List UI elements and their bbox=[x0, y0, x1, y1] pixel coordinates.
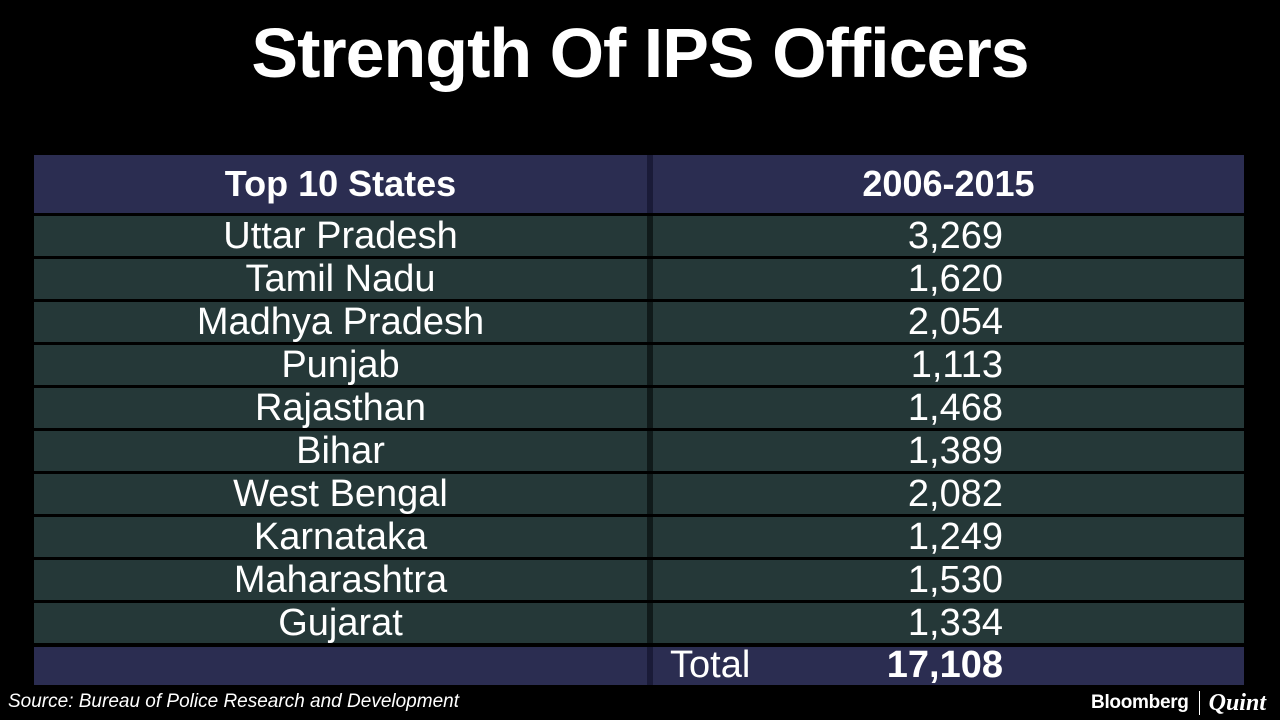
row-divider bbox=[647, 560, 653, 600]
row-divider bbox=[647, 474, 653, 514]
column-header-states: Top 10 States bbox=[34, 155, 647, 213]
state-name-cell: Madhya Pradesh bbox=[34, 302, 647, 342]
officer-count-cell: 1,530 bbox=[653, 560, 1244, 600]
total-row: Total 17,108 bbox=[34, 644, 1244, 686]
state-name-cell: Gujarat bbox=[34, 603, 647, 643]
row-divider bbox=[647, 517, 653, 557]
officer-count-cell: 2,054 bbox=[653, 302, 1244, 342]
total-row-right-cell bbox=[653, 647, 1244, 685]
state-name-cell: Uttar Pradesh bbox=[34, 216, 647, 256]
officer-count-cell: 1,113 bbox=[653, 345, 1244, 385]
header-divider bbox=[647, 155, 653, 213]
total-label: Total bbox=[670, 644, 751, 686]
table-row: Karnataka 1,249 bbox=[34, 517, 1244, 557]
row-divider bbox=[647, 345, 653, 385]
table-row: West Bengal 2,082 bbox=[34, 474, 1244, 514]
state-name-cell: Tamil Nadu bbox=[34, 259, 647, 299]
state-name-cell: Karnataka bbox=[34, 517, 647, 557]
page-title: Strength Of IPS Officers bbox=[251, 14, 1029, 92]
state-name-cell: West Bengal bbox=[34, 474, 647, 514]
officer-count-cell: 1,389 bbox=[653, 431, 1244, 471]
table-body: Uttar Pradesh 3,269 Tamil Nadu 1,620 Madhya … bbox=[34, 216, 1244, 646]
officer-count-cell: 1,249 bbox=[653, 517, 1244, 557]
row-divider bbox=[647, 603, 653, 643]
state-name-cell: Maharashtra bbox=[34, 560, 647, 600]
officer-count-cell: 1,334 bbox=[653, 603, 1244, 643]
total-row-left-cell bbox=[34, 647, 647, 685]
state-name-cell: Rajasthan bbox=[34, 388, 647, 428]
brand-divider bbox=[1198, 691, 1200, 715]
total-row-divider bbox=[647, 647, 653, 685]
officer-count-cell: 2,082 bbox=[653, 474, 1244, 514]
row-divider bbox=[647, 259, 653, 299]
table-row: Maharashtra 1,530 bbox=[34, 560, 1244, 600]
column-header-period: 2006-2015 bbox=[653, 155, 1244, 213]
table-row: Punjab 1,113 bbox=[34, 345, 1244, 385]
table-row: Madhya Pradesh 2,054 bbox=[34, 302, 1244, 342]
row-divider bbox=[647, 388, 653, 428]
row-divider bbox=[647, 302, 653, 342]
table-row: Gujarat 1,334 bbox=[34, 603, 1244, 643]
officer-count-cell: 3,269 bbox=[653, 216, 1244, 256]
row-divider bbox=[647, 431, 653, 471]
state-name-cell: Punjab bbox=[34, 345, 647, 385]
table-row: Rajasthan 1,468 bbox=[34, 388, 1244, 428]
data-table: Top 10 States 2006-2015 Uttar Pradesh 3,2… bbox=[34, 155, 1244, 686]
brand-quint: Quint bbox=[1208, 689, 1266, 716]
row-divider bbox=[647, 216, 653, 256]
source-note: Source: Bureau of Police Research and De… bbox=[8, 691, 459, 712]
state-name-cell: Bihar bbox=[34, 431, 647, 471]
table-row: Tamil Nadu 1,620 bbox=[34, 259, 1244, 299]
table-row: Uttar Pradesh 3,269 bbox=[34, 216, 1244, 256]
officer-count-cell: 1,620 bbox=[653, 259, 1244, 299]
table-row: Bihar 1,389 bbox=[34, 431, 1244, 471]
officer-count-cell: 1,468 bbox=[653, 388, 1244, 428]
total-value: 17,108 bbox=[886, 644, 1003, 686]
brand-bloomberg: Bloomberg bbox=[1091, 692, 1189, 713]
brand-logo: Bloomberg Quint bbox=[1091, 690, 1266, 716]
